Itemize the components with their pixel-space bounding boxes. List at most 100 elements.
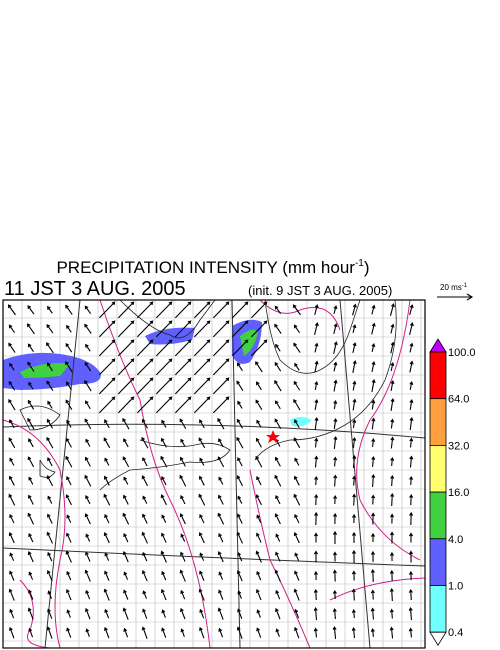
wind-arrow	[217, 512, 225, 525]
wind-arrow	[212, 301, 230, 319]
colorbar-segment	[429, 398, 447, 446]
wind-arrow	[28, 438, 34, 448]
wind-arrow	[237, 457, 243, 467]
wind-arrow	[85, 589, 91, 600]
wind-arrow	[389, 551, 394, 562]
wind-arrow	[65, 550, 72, 563]
wind-arrow	[390, 398, 395, 412]
wind-arrow	[199, 419, 205, 429]
wind-arrow	[8, 493, 16, 506]
coastline	[19, 405, 61, 431]
wind-arrow	[237, 495, 243, 504]
wind-arrow	[174, 358, 192, 376]
wind-arrow	[370, 607, 375, 620]
wind-arrow	[160, 437, 167, 448]
vector-legend-exponent: -1	[462, 283, 468, 289]
wind-arrow	[160, 494, 167, 506]
wind-vectors	[7, 301, 414, 640]
wind-arrow	[85, 628, 90, 637]
wind-arrow	[256, 570, 262, 581]
wind-arrow	[98, 339, 116, 357]
wind-arrow	[255, 361, 263, 373]
wind-arrow	[47, 513, 53, 524]
grid	[3, 300, 425, 648]
wind-arrow	[313, 570, 318, 581]
colorbar-segment	[429, 585, 447, 633]
wind-arrow	[275, 533, 281, 542]
wind-arrow	[8, 324, 16, 334]
wind-arrow	[66, 627, 72, 638]
wind-arrow	[193, 396, 211, 414]
wind-arrow	[409, 437, 414, 448]
wind-arrow	[27, 417, 35, 430]
wind-arrow	[9, 362, 15, 371]
wind-arrow	[199, 608, 205, 619]
wind-arrow	[351, 588, 356, 601]
wind-arrow	[136, 339, 154, 357]
wind-arrow	[8, 437, 16, 449]
wind-arrow	[66, 514, 72, 523]
wind-arrow	[236, 436, 244, 449]
wind-arrow	[352, 324, 357, 334]
wind-arrow	[198, 437, 206, 449]
wind-arrow	[351, 608, 356, 619]
wind-arrow	[142, 608, 148, 619]
wind-arrow	[179, 513, 186, 525]
wind-arrow	[237, 590, 243, 599]
vector-legend-arrow	[437, 293, 474, 301]
wind-arrow	[8, 532, 15, 544]
wind-arrow	[231, 320, 249, 338]
wind-arrow	[409, 360, 414, 373]
wind-arrow	[371, 417, 376, 430]
wind-arrow	[136, 358, 154, 376]
wind-arrow	[155, 320, 173, 338]
contour	[2, 419, 66, 649]
wind-arrow	[8, 626, 15, 639]
wind-arrow	[161, 476, 167, 486]
colorbar: 100.0 64.0 32.0 16.0 4.0 1.0 0.4	[429, 338, 476, 646]
wind-arrow	[390, 341, 395, 354]
wind-arrow	[218, 476, 224, 485]
wind-arrow	[371, 512, 376, 525]
wind-arrow	[294, 608, 300, 619]
wind-arrow	[371, 343, 376, 353]
wind-arrow	[313, 588, 318, 601]
wind-arrow	[255, 588, 262, 601]
wind-arrow	[333, 305, 338, 315]
wind-arrow	[180, 589, 186, 600]
wind-arrow	[46, 626, 53, 639]
wind-arrow	[236, 475, 244, 487]
wind-arrow	[122, 494, 129, 505]
wind-arrow	[292, 304, 301, 316]
wind-arrow	[332, 589, 337, 600]
wind-arrow	[275, 628, 280, 637]
wind-arrow	[104, 552, 110, 561]
wind-arrow	[275, 551, 281, 562]
wind-arrow	[218, 438, 224, 448]
contour	[259, 299, 341, 331]
wind-arrow	[155, 358, 173, 376]
wind-arrow	[408, 606, 413, 621]
wind-arrow	[180, 551, 186, 562]
wind-arrow	[332, 625, 337, 640]
wind-arrow	[256, 609, 261, 618]
wind-arrow	[46, 475, 54, 487]
wind-arrow	[314, 304, 319, 315]
wind-arrow	[46, 362, 53, 372]
wind-arrow	[212, 320, 230, 338]
wind-arrow	[212, 339, 230, 357]
wind-arrow	[274, 513, 281, 525]
wind-arrow	[117, 358, 135, 376]
wind-arrow	[314, 475, 319, 486]
wind-arrow	[84, 361, 92, 372]
wind-arrow	[409, 511, 414, 526]
wind-arrow	[65, 494, 72, 506]
wind-arrow	[27, 607, 34, 620]
wind-arrow	[236, 380, 244, 391]
wind-arrow	[198, 475, 205, 486]
wind-arrow	[275, 343, 281, 352]
wind-arrow	[174, 339, 192, 357]
wind-arrow	[46, 342, 54, 354]
wind-arrow	[136, 377, 154, 395]
wind-arrow	[274, 569, 281, 582]
